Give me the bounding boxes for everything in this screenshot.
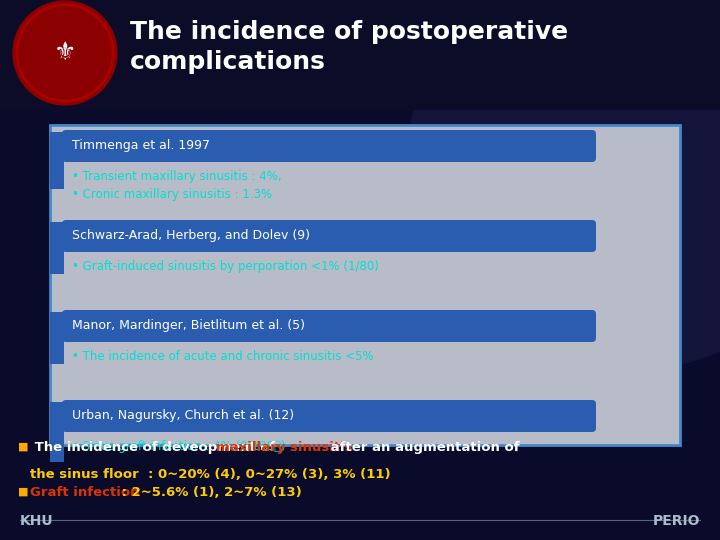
Text: Timmenga et al. 1997: Timmenga et al. 1997 <box>72 139 210 152</box>
FancyBboxPatch shape <box>62 310 596 342</box>
Text: Urban, Nagursky, Church et al. (12): Urban, Nagursky, Church et al. (12) <box>72 409 294 422</box>
FancyBboxPatch shape <box>62 220 596 252</box>
Text: PERIO: PERIO <box>652 514 700 528</box>
FancyBboxPatch shape <box>50 125 680 445</box>
Polygon shape <box>410 0 720 370</box>
FancyBboxPatch shape <box>50 132 64 189</box>
Text: complications: complications <box>130 50 326 74</box>
Text: : 2~5.6% (1), 2~7% (13): : 2~5.6% (1), 2~7% (13) <box>117 485 302 498</box>
Text: after an augmentation of: after an augmentation of <box>325 441 519 454</box>
Text: ■: ■ <box>18 487 29 497</box>
FancyBboxPatch shape <box>62 130 596 162</box>
Text: KHU: KHU <box>20 514 53 528</box>
Text: • Sinus graft infection : 4% (8/198명): • Sinus graft infection : 4% (8/198명) <box>72 440 286 453</box>
Text: • The incidence of acute and chronic sinusitis <5%: • The incidence of acute and chronic sin… <box>72 350 374 363</box>
Text: • Graft-induced sinusitis by perporation <1% (1/80): • Graft-induced sinusitis by perporation… <box>72 260 379 273</box>
Text: Manor, Mardinger, Bietlitum et al. (5): Manor, Mardinger, Bietlitum et al. (5) <box>72 320 305 333</box>
Text: Schwarz-Arad, Herberg, and Dolev (9): Schwarz-Arad, Herberg, and Dolev (9) <box>72 230 310 242</box>
FancyBboxPatch shape <box>50 222 64 274</box>
FancyBboxPatch shape <box>62 400 596 432</box>
Text: Graft infection: Graft infection <box>30 485 140 498</box>
Text: ■: ■ <box>18 442 29 452</box>
Text: The incidence of postoperative: The incidence of postoperative <box>130 20 568 44</box>
Text: • Transient maxillary sinusitis : 4%,: • Transient maxillary sinusitis : 4%, <box>72 170 282 183</box>
Text: • Cronic maxillary sinusitis : 1.3%: • Cronic maxillary sinusitis : 1.3% <box>72 188 272 201</box>
FancyBboxPatch shape <box>50 312 64 364</box>
Text: the sinus floor  : 0~20% (4), 0~27% (3), 3% (11): the sinus floor : 0~20% (4), 0~27% (3), … <box>30 469 391 482</box>
FancyBboxPatch shape <box>0 0 720 110</box>
Text: maxillary sinusitis: maxillary sinusitis <box>215 441 352 454</box>
Text: ⚜: ⚜ <box>54 41 76 65</box>
FancyBboxPatch shape <box>50 402 64 462</box>
Text: The incidence of deveopment of: The incidence of deveopment of <box>30 441 280 454</box>
Circle shape <box>13 1 117 105</box>
